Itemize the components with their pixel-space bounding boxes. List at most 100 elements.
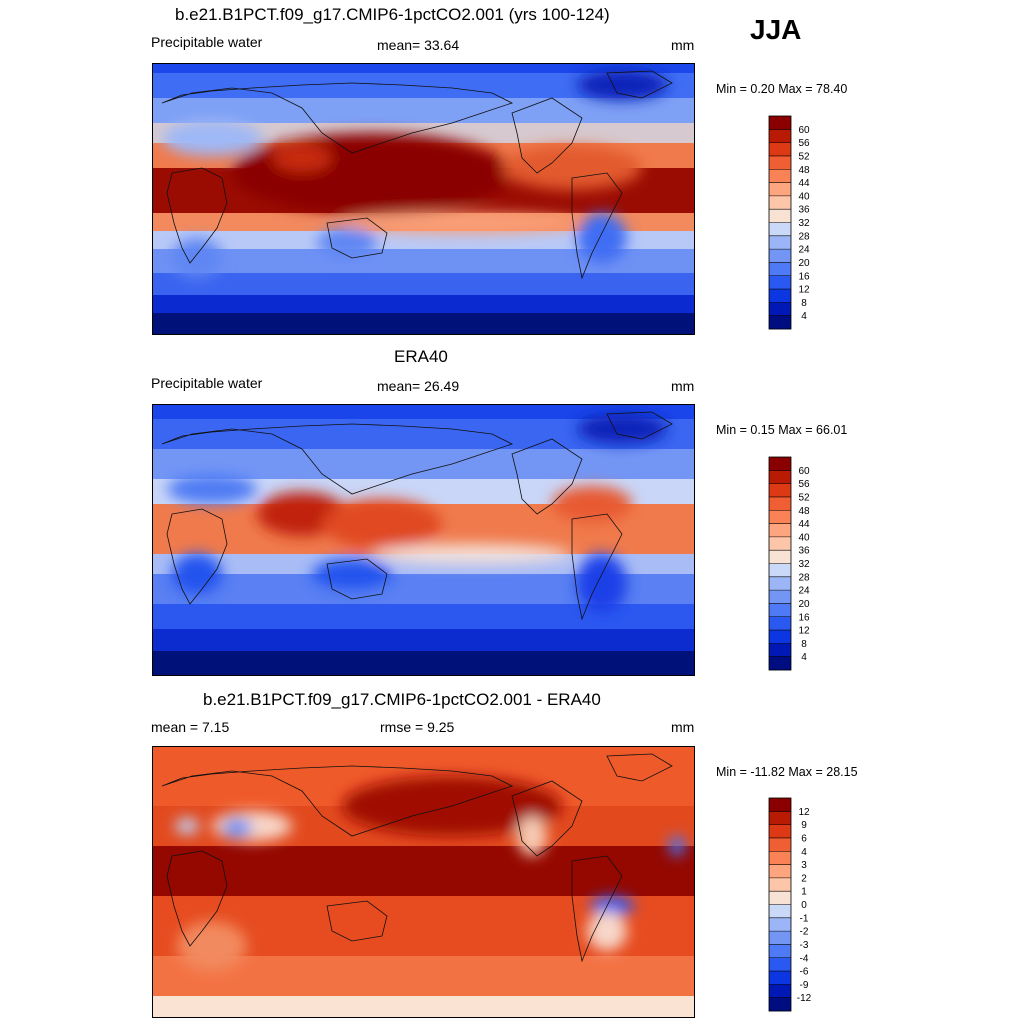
colorbar-tick-label: -4	[800, 953, 809, 964]
colorbar-swatch	[769, 155, 791, 170]
colorbar-swatch	[769, 457, 791, 471]
colorbar-tick-label: 3	[801, 860, 807, 871]
colorbar-swatch	[769, 643, 791, 657]
colorbar-tick-label: 28	[798, 231, 810, 242]
colorbar-tick-label: 8	[801, 298, 807, 309]
colorbar-tick-label: 4	[801, 847, 807, 858]
colorbar-swatch	[769, 510, 791, 524]
map-difference-coastlines	[161, 753, 673, 963]
colorbar-swatch	[769, 904, 791, 919]
colorbar-swatch	[769, 222, 791, 237]
panel-1-mean-label: mean= 33.64	[377, 37, 460, 53]
panel-1-title: b.e21.B1PCT.f09_g17.CMIP6-1pctCO2.001 (y…	[175, 5, 610, 24]
colorbar-tick-label: 1	[801, 887, 807, 898]
colorbar-swatch	[769, 209, 791, 223]
map-era40	[152, 404, 695, 676]
colorbar-swatch	[769, 864, 791, 879]
colorbar-swatch	[769, 971, 791, 985]
colorbar-tick-label: 28	[798, 572, 810, 583]
colorbar-swatch	[769, 984, 791, 998]
panel-2-title: ERA40	[394, 347, 448, 366]
colorbar-tick-label: -1	[800, 913, 809, 924]
colorbar-swatch	[769, 891, 791, 905]
panel-3-units-label: mm	[671, 719, 695, 735]
colorbar-tick-label: 40	[798, 191, 810, 202]
colorbar-tick-label: 2	[801, 873, 807, 884]
colorbar-swatch	[769, 470, 791, 484]
panel-3-rmse-label: rmse = 9.25	[380, 719, 455, 735]
colorbar-tick-label: 60	[798, 125, 810, 136]
panel-1-variable-label: Precipitable water	[151, 34, 263, 50]
colorbar-tick-label: 44	[798, 519, 810, 530]
colorbar-tick-label: 36	[798, 546, 810, 557]
colorbar-swatch	[769, 129, 791, 143]
map-era40-field	[152, 404, 695, 676]
colorbar-tick-label: 4	[801, 652, 807, 663]
colorbar-tick-label: 60	[798, 466, 810, 477]
map-era40-frame	[152, 404, 695, 676]
colorbar-tick-label: 48	[798, 165, 810, 176]
colorbar-tick-label: 20	[798, 258, 810, 269]
colorbar-swatch	[769, 169, 791, 183]
colorbar-swatch	[769, 315, 791, 330]
map-model-coastlines	[161, 70, 673, 280]
colorbar-swatch	[769, 944, 791, 959]
panel-2-mean-label: mean= 26.49	[377, 378, 460, 394]
colorbar-tick-label: -12	[797, 993, 812, 1004]
colorbar-swatch	[769, 616, 791, 631]
colorbar-swatch	[769, 116, 791, 130]
colorbar-tick-label: 24	[798, 586, 810, 597]
colorbar-tick-label: 36	[798, 205, 810, 216]
colorbar-swatch	[769, 302, 791, 316]
colorbar-swatch	[769, 824, 791, 839]
map-difference	[152, 746, 695, 1018]
map-difference-frame	[152, 746, 695, 1018]
colorbar-swatch	[769, 931, 791, 945]
colorbar-swatch	[769, 536, 791, 551]
colorbar-tick-label: 4	[801, 311, 807, 322]
colorbar-tick-label: 8	[801, 639, 807, 650]
colorbar-tick-label: 40	[798, 532, 810, 543]
colorbar-tick-label: 52	[798, 151, 810, 162]
colorbar-tick-label: 6	[801, 833, 807, 844]
colorbar-tick-label: 16	[798, 271, 810, 282]
panel-2-minmax: Min = 0.15 Max = 66.01	[716, 423, 848, 437]
colorbar-swatch	[769, 262, 791, 277]
season-label: JJA	[750, 14, 802, 45]
colorbar-swatch	[769, 235, 791, 250]
colorbar-tick-label: 32	[798, 218, 810, 229]
colorbar-tick-label: 52	[798, 492, 810, 503]
colorbar-tick-label: 9	[801, 820, 807, 831]
colorbar-swatch	[769, 142, 791, 157]
map-difference-field	[152, 746, 695, 1018]
colorbar-tick-label: -3	[800, 940, 809, 951]
colorbar-tick-label: 12	[798, 807, 810, 818]
colorbar-swatch	[769, 249, 791, 263]
colorbar-tick-label: -6	[800, 967, 809, 978]
colorbar-swatch	[769, 523, 791, 538]
colorbar-swatch	[769, 811, 791, 825]
colorbar-tick-label: 44	[798, 178, 810, 189]
panel-3-mean-label: mean = 7.15	[151, 719, 230, 735]
colorbar-tick-label: 56	[798, 479, 810, 490]
panel-1-minmax: Min = 0.20 Max = 78.40	[716, 82, 848, 96]
colorbar-swatch	[769, 656, 791, 671]
map-model-field	[152, 63, 695, 335]
colorbar-tick-label: 32	[798, 559, 810, 570]
colorbar-tick-label: 12	[798, 626, 810, 637]
colorbar-tick-label: 48	[798, 506, 810, 517]
colorbar-swatch	[769, 997, 791, 1012]
panel-1-units-label: mm	[671, 37, 695, 53]
colorbar-swatch	[769, 550, 791, 564]
map-model	[152, 63, 695, 335]
colorbar-tick-label: 20	[798, 599, 810, 610]
colorbar-swatch	[769, 798, 791, 812]
colorbar-swatch	[769, 957, 791, 972]
colorbar-tick-label: 16	[798, 612, 810, 623]
colorbar-tick-label: -2	[800, 927, 809, 938]
colorbar-tick-label: 12	[798, 285, 810, 296]
colorbar-swatch	[769, 917, 791, 932]
colorbar-tick-label: -9	[800, 980, 809, 991]
